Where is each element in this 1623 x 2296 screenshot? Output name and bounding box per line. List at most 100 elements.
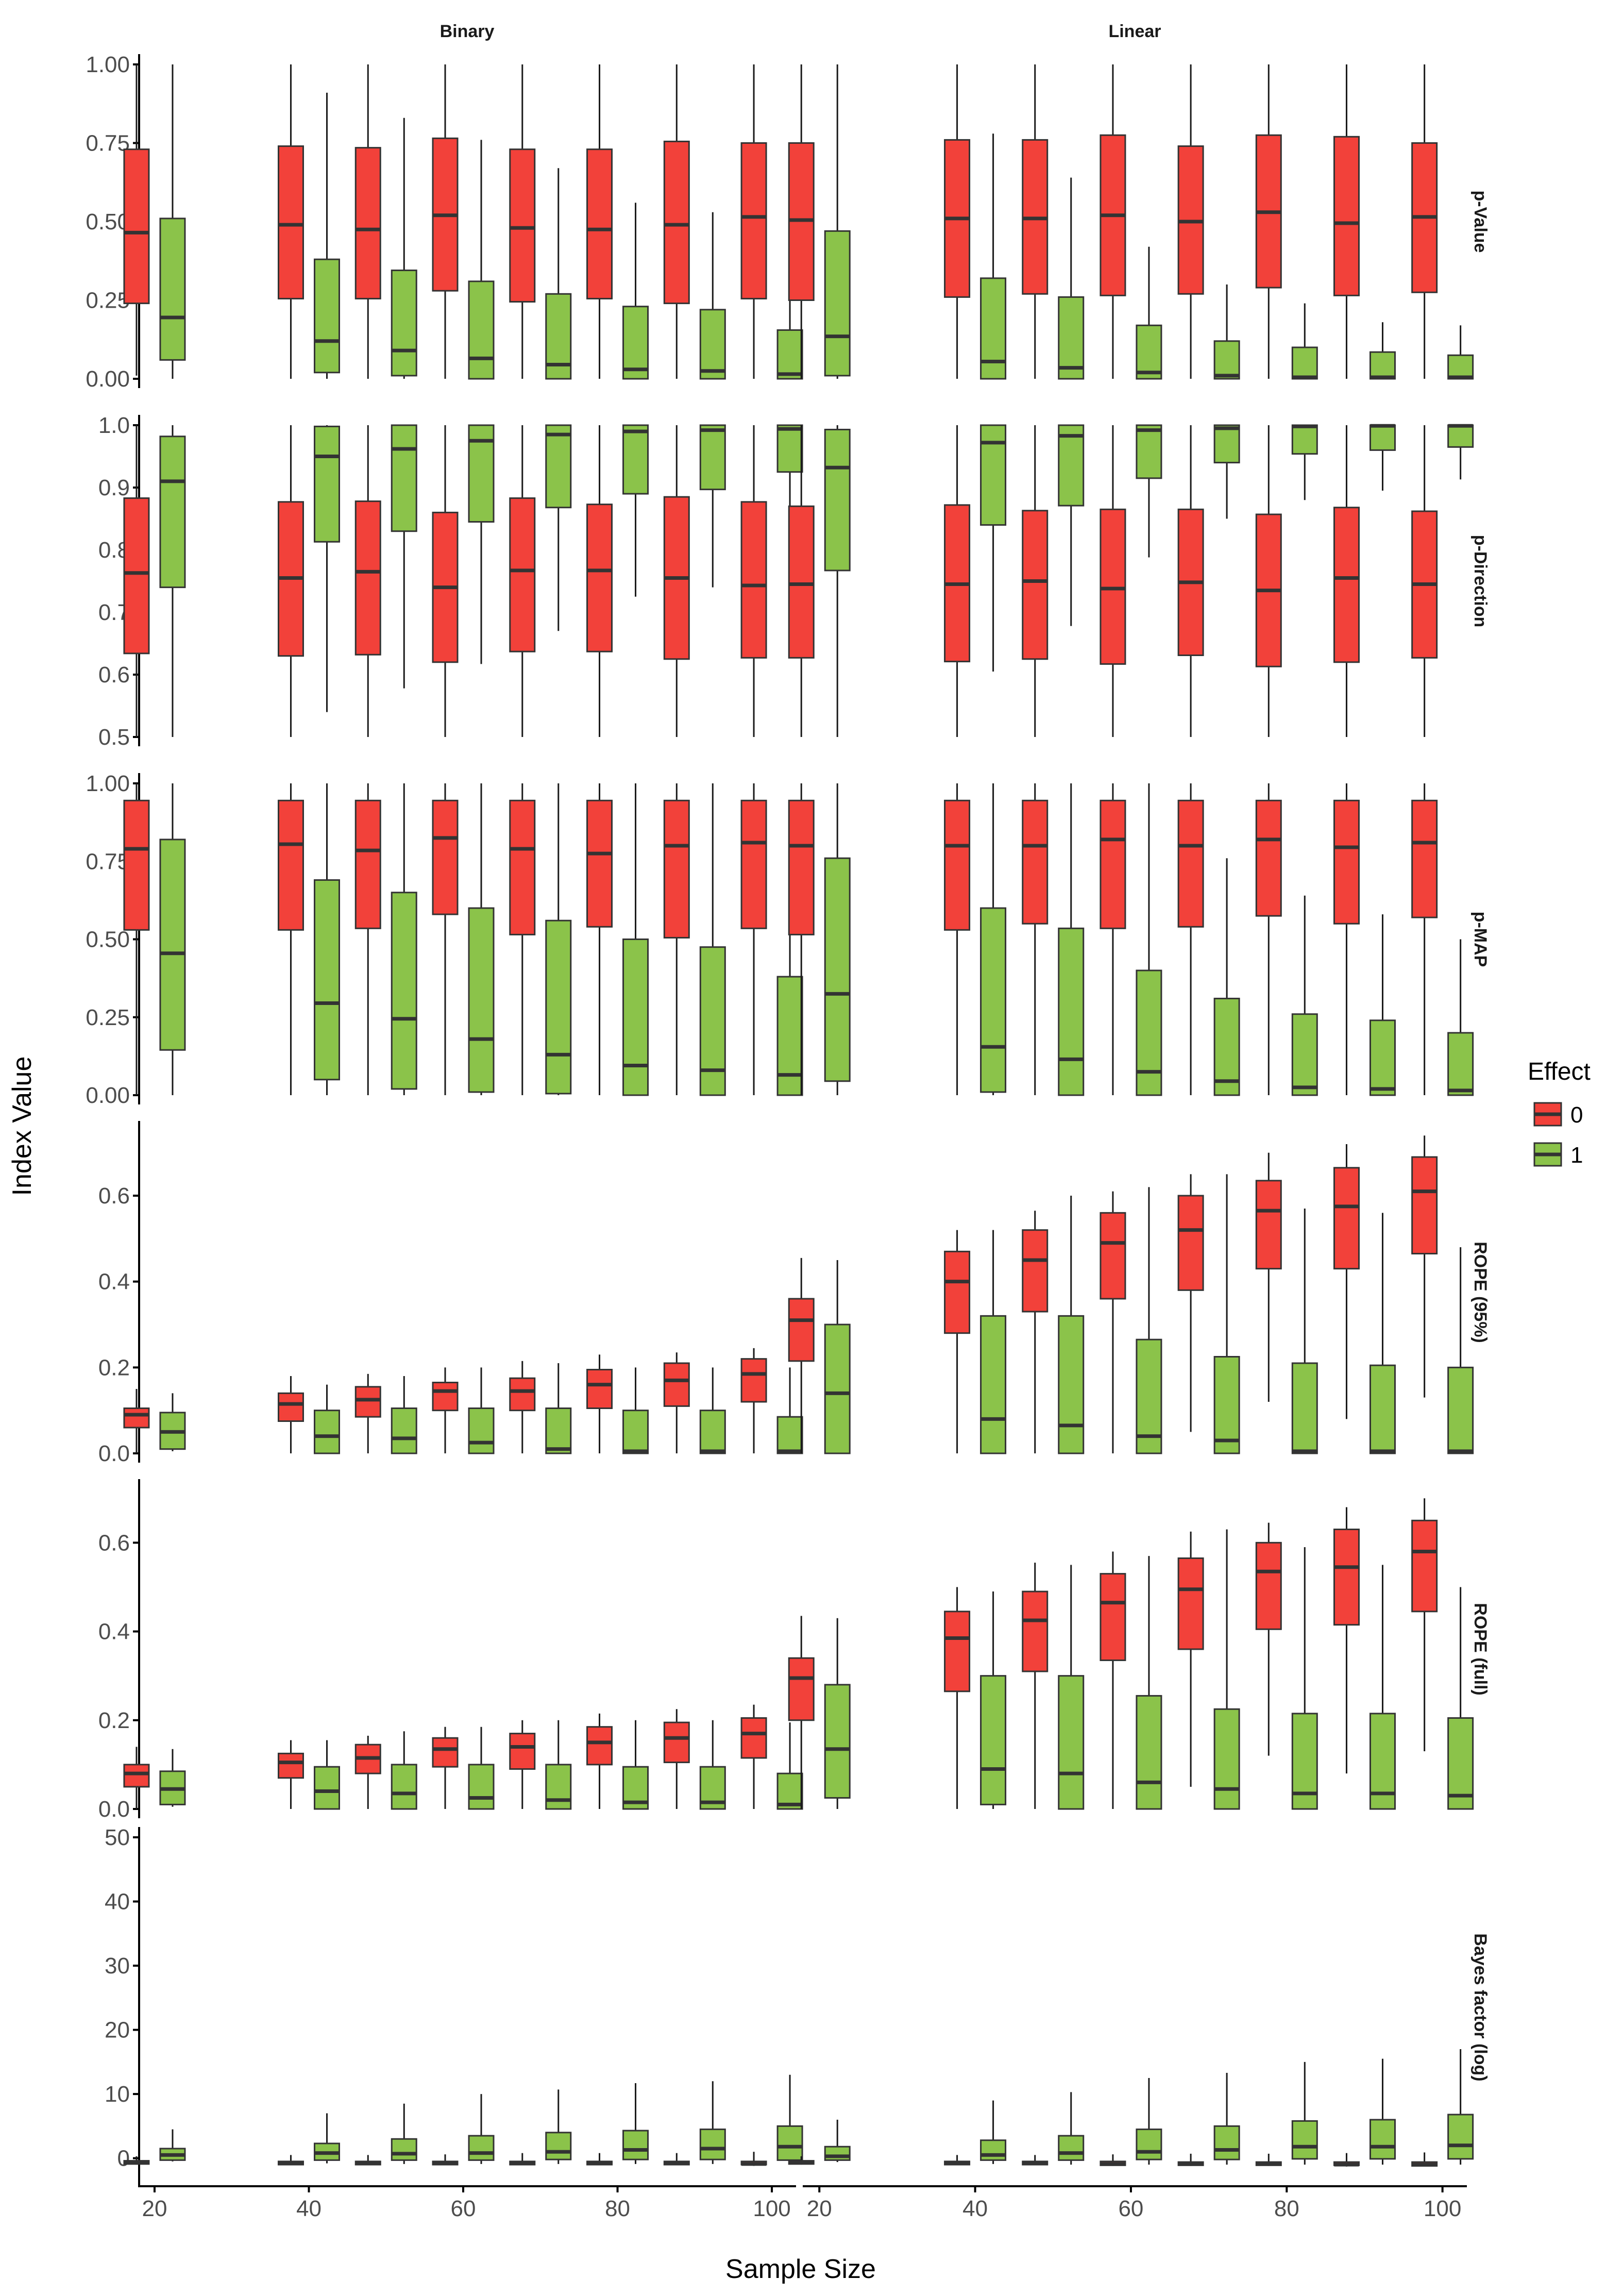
- x-tick-label: 60: [451, 2196, 476, 2221]
- iqr-box: [586, 799, 613, 928]
- iqr-box: [432, 1382, 459, 1412]
- boxplot-box: [980, 1591, 1007, 1809]
- boxplot-box: [1213, 284, 1240, 380]
- boxplot-box: [622, 1367, 649, 1454]
- boxplot-box: [1291, 1547, 1318, 1810]
- boxplot-box: [663, 2153, 690, 2166]
- iqr-box: [944, 799, 971, 931]
- boxplot-box: [545, 2089, 572, 2164]
- iqr-box: [1291, 1013, 1318, 1096]
- boxplot-box: [586, 1354, 613, 1453]
- boxplot-box: [123, 2156, 150, 2165]
- boxplot-box: [509, 1361, 536, 1453]
- iqr-box: [1136, 324, 1162, 380]
- boxplot-box: [391, 118, 417, 379]
- iqr-box: [1022, 1590, 1049, 1672]
- iqr-box: [622, 424, 649, 495]
- boxplot-box: [980, 783, 1007, 1095]
- iqr-box: [1333, 136, 1360, 296]
- y-tick-label: 0.00: [86, 1083, 130, 1108]
- iqr-box: [1369, 424, 1396, 451]
- boxplot-box: [586, 783, 613, 1095]
- boxplot-box: [824, 783, 851, 1095]
- iqr-box: [391, 892, 417, 1090]
- boxplot-box: [468, 1367, 495, 1454]
- iqr-box: [824, 2146, 851, 2161]
- iqr-box: [1058, 424, 1085, 507]
- boxplot-box: [354, 1373, 381, 1453]
- boxplot-box: [391, 1731, 417, 1810]
- boxplot-box: [1291, 424, 1318, 500]
- boxplot-box: [1022, 1211, 1049, 1453]
- iqr-box: [586, 504, 613, 652]
- boxplot-box: [663, 64, 690, 379]
- iqr-box: [1369, 2119, 1396, 2160]
- boxplot-box: [277, 64, 304, 379]
- boxplot-box: [1447, 325, 1474, 380]
- boxplot-box: [509, 2153, 536, 2166]
- boxplot-box: [1136, 2077, 1162, 2165]
- boxplot-box: [663, 783, 690, 1095]
- boxplot-box: [159, 1749, 186, 1807]
- boxplot-box: [980, 133, 1007, 380]
- boxplot-box: [788, 783, 815, 1095]
- iqr-box: [824, 1323, 851, 1454]
- iqr-box: [1100, 799, 1126, 929]
- iqr-box: [586, 148, 613, 299]
- boxplot-box: [432, 783, 459, 1095]
- facet-row: 0.0 0.2 0.4 0.6 ROPE (full): [98, 1479, 1490, 1822]
- boxplot-box: [391, 783, 417, 1095]
- y-tick-label: 0.75: [86, 849, 130, 874]
- boxplot-box: [1369, 424, 1396, 491]
- iqr-box: [980, 1675, 1007, 1805]
- iqr-box: [391, 424, 417, 532]
- boxplot-box: [944, 64, 971, 379]
- boxplot-box: [1058, 2092, 1085, 2165]
- boxplot-box: [1447, 2049, 1474, 2165]
- boxplot-box: [1022, 1563, 1049, 1809]
- iqr-box: [277, 1752, 304, 1779]
- boxplot-box: [1255, 1522, 1282, 1756]
- x-axes: 20 40 60 80 100 20 40 60 80 100: [138, 2185, 1467, 2221]
- iqr-box: [1058, 296, 1085, 380]
- boxplot-box: [1411, 425, 1438, 737]
- boxplot-box: [1177, 2153, 1204, 2166]
- iqr-box: [391, 270, 417, 377]
- boxplot-box: [699, 2081, 726, 2164]
- iqr-box: [944, 1250, 971, 1334]
- boxplot-box: [1177, 64, 1204, 379]
- column-strips: Binary Linear: [440, 22, 1161, 41]
- iqr-box: [1022, 799, 1049, 925]
- boxplot-box: [586, 2153, 613, 2166]
- y-tick-label: 0.4: [98, 1269, 130, 1295]
- iqr-box: [123, 1407, 150, 1429]
- boxplot-box: [277, 783, 304, 1095]
- iqr-box: [1447, 354, 1474, 380]
- boxplot-box: [354, 425, 381, 737]
- y-tick-label: 20: [105, 2018, 130, 2043]
- boxplot-box: [1291, 1209, 1318, 1454]
- row-strip-label: p-Direction: [1470, 535, 1490, 627]
- boxplot-box: [354, 64, 381, 379]
- boxplot-box: [545, 1720, 572, 1810]
- y-tick-label: 0.50: [86, 927, 130, 952]
- iqr-box: [1369, 1019, 1396, 1096]
- boxplot-box: [1100, 1191, 1126, 1453]
- iqr-box: [313, 1766, 340, 1810]
- boxplot-box: [824, 2119, 851, 2163]
- iqr-box: [740, 1358, 767, 1403]
- iqr-box: [1022, 1229, 1049, 1313]
- y-tick-label: 0.6: [98, 1183, 130, 1209]
- boxplot-box: [354, 1735, 381, 1809]
- iqr-box: [824, 230, 851, 377]
- iqr-box: [1022, 510, 1049, 660]
- iqr-box: [699, 309, 726, 380]
- boxplot-box: [123, 1747, 150, 1809]
- boxplot-box: [1291, 895, 1318, 1096]
- boxplot-box: [622, 783, 649, 1096]
- boxplot-box: [740, 1704, 767, 1809]
- boxplot-box: [313, 2113, 340, 2164]
- boxplot-box: [1255, 425, 1282, 737]
- boxplot-box: [1100, 64, 1126, 379]
- legend: Effect 0 1: [1528, 1058, 1591, 1168]
